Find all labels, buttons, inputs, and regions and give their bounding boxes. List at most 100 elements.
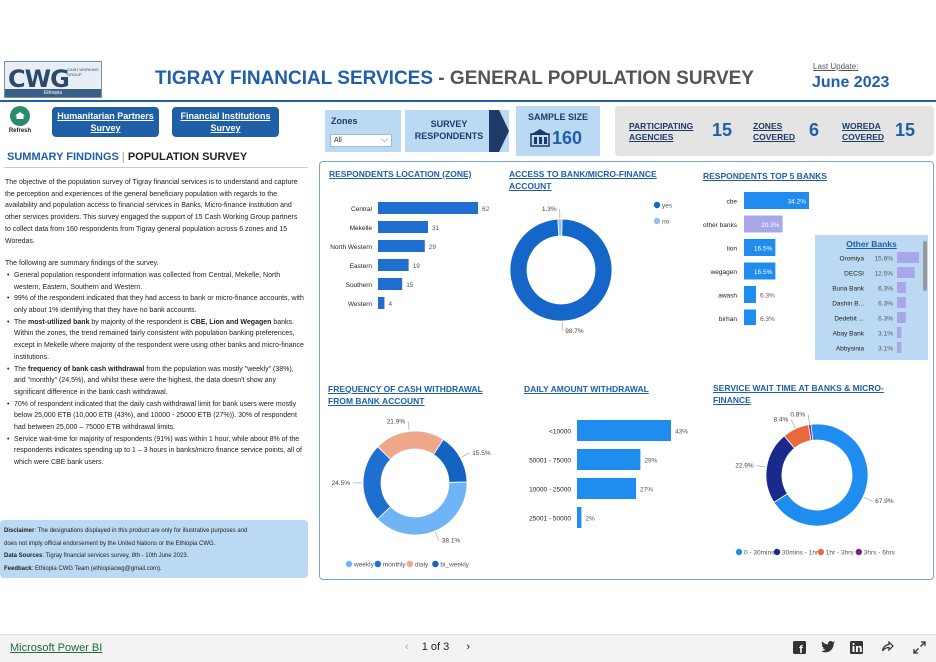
sample-size-value: 160 [552,128,583,148]
woreda-covered-value: 15 [895,120,916,140]
donut-slice [765,435,796,503]
top-banks-chart: cbe 34.2% other banks 20.3% lion 16.5% wegagen… [703,192,809,325]
bar [378,297,385,309]
humanitarian-partners-survey-button[interactable]: Humanitarian Partners Survey [52,107,159,137]
svg-text:f: f [799,644,803,654]
legend-label: monthly [383,562,407,569]
page-indicator: 1 of 3 [421,641,450,653]
category-label: 50001 - 75000 [529,458,571,465]
bar [897,282,906,293]
data-label: 6.3% [878,301,893,308]
other-banks-title: Other Banks [846,239,897,249]
daily-amount-chart: <10000 43% 50001 - 75000 29% 10000 - 25000 27… [529,420,688,528]
legend-marker [735,548,743,556]
donut-slice [807,423,814,441]
summary-bullet: Service wait-time for majority of respon… [5,434,305,469]
bar [744,262,776,280]
donut-slice [432,438,468,483]
bar [378,202,478,214]
legend-marker [432,560,439,568]
summary-text: The objective of the population survey o… [5,177,305,469]
data-label: 62 [482,206,490,213]
financial-institutions-survey-button[interactable]: Financial Institutions Survey [172,107,279,137]
agencies-value: 15 [712,120,733,140]
bar [897,342,902,353]
fullscreen-icon[interactable] [912,641,926,655]
data-label: 0.8% [790,412,805,419]
summary-divider [4,167,308,168]
twitter-icon[interactable] [821,641,835,655]
next-page-button[interactable]: › [466,641,470,653]
data-label: 12.5% [875,271,894,278]
bar [897,312,906,323]
powerbi-link[interactable]: Microsoft Power BI [10,642,103,654]
data-label: 6.3% [878,316,893,323]
coverage-stats: PARTICIPATING AGENCIES 15 ZONES COVERED 6 … [615,106,934,156]
page-title: TIGRAY FINANCIAL SERVICES - GENERAL POPU… [155,68,754,90]
bar [897,327,902,338]
summary-bullet: The most-utilized bank by majority of th… [5,317,305,364]
category-label: Abbysinia [836,346,865,353]
legend-marker [374,560,381,568]
bar [378,259,409,271]
legend-label: no [662,219,670,226]
legend-label: dialy [415,562,429,569]
category-label: birhan [719,316,737,323]
legend-label: bi_weekly [440,562,469,569]
category-label: Central [351,206,373,213]
legend-marker [855,548,862,556]
linkedin-icon[interactable] [849,641,863,655]
survey-respondents-label: SURVEY RESPONDENTS [414,119,484,141]
refresh-button[interactable]: Refresh [6,106,34,134]
legend-marker [773,548,781,556]
category-label: 25001 - 50000 [529,516,571,523]
data-label: 16.5% [754,269,773,276]
category-label: Dedebit ... [834,316,864,323]
donut-slice [377,481,468,536]
leader-line [863,496,873,502]
data-label: 43% [675,429,688,436]
prev-page-button[interactable]: ‹ [405,641,409,653]
title-main: TIGRAY FINANCIAL SERVICES [155,68,434,89]
category-label: North Western [330,244,372,251]
bar [577,507,582,528]
survey-respondents-tab[interactable]: SURVEY RESPONDENTS [405,110,509,152]
category-label: Mekelle [350,225,373,232]
woreda-covered-label: WOREDA COVERED [842,121,885,142]
other-banks-scrollbar[interactable] [923,241,927,291]
bar [897,267,915,278]
feedback-line: Feedback: Ethiopia CWG Team (ethiopiacwg… [4,565,162,572]
zones-label: Zones [331,116,358,126]
category-label: Western [348,301,372,308]
bar [744,286,756,303]
data-label: 19 [413,263,421,270]
share-icon[interactable] [880,640,894,655]
category-label: Oromiya [839,256,864,263]
category-label: lion [727,246,738,253]
data-label: 1.3% [542,206,557,213]
data-label: 29 [429,244,437,251]
data-label: 38.1% [442,537,461,544]
zones-select[interactable]: All [330,133,392,147]
building-icon [530,129,550,147]
bar [577,420,671,441]
home-icon [10,106,30,126]
bar [897,297,906,308]
last-update-value: June 2023 [812,74,890,91]
summary-bullet: 99% of the respondent indicated that the… [5,293,305,316]
summary-paragraph: The objective of the population survey o… [5,179,298,245]
sample-size-label: SAMPLE SIZE [527,112,588,122]
leader-line [461,452,470,458]
facebook-icon[interactable]: f [792,641,806,656]
donut-slice [377,430,444,460]
legend-marker [345,560,353,568]
bar [744,192,809,209]
access-chart: 98.7% 1.3% yes no [509,201,673,335]
data-label: 3.1% [878,346,893,353]
top-banks-chart-title: RESPONDENTS TOP 5 BANKS [703,171,827,181]
category-label: Southern [346,282,373,289]
bar [897,252,919,263]
leader-line [807,414,810,424]
agencies-label: PARTICIPATING AGENCIES [629,121,694,142]
data-label: 24.5% [332,480,351,487]
